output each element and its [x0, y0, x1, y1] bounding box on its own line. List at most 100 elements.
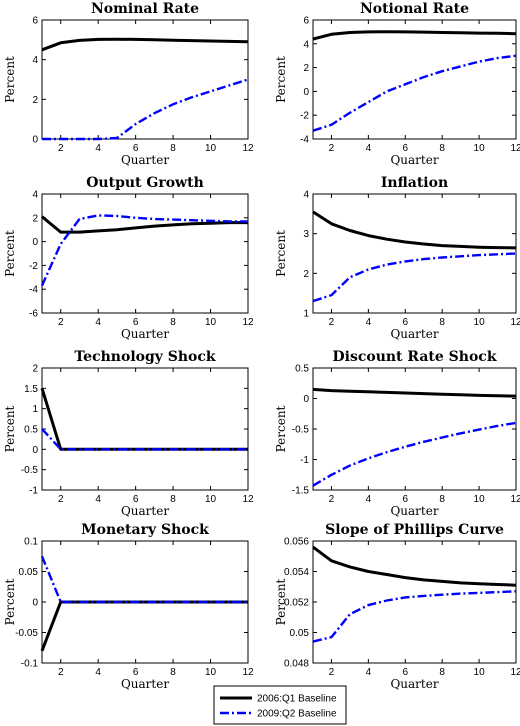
x-tick-label: 4: [366, 494, 372, 505]
x-tick-label: 2: [329, 494, 335, 505]
x-tick-label: 8: [439, 494, 445, 505]
x-tick-label: 2: [329, 667, 335, 678]
x-tick-label: 8: [439, 317, 445, 328]
y-tick-label: -0.5: [21, 465, 39, 476]
y-axis-label: Percent: [3, 56, 17, 103]
series-line-2006q1: [312, 545, 517, 587]
panel-7: Monetary Shock 2 4 6 8 10 12 -0.1 -0.05 0 0.05 0.1 Q…: [3, 522, 254, 691]
y-tick-label: 4: [303, 190, 309, 201]
legend-label: 2009:Q2 Baseline: [257, 709, 337, 720]
series-line-2006q1: [40, 600, 248, 652]
panel-title: Discount Rate Shock: [332, 349, 496, 365]
legend: 2006:Q1 Baseline 2009:Q2 Baseline: [213, 685, 347, 725]
y-tick-label: -4: [29, 285, 38, 296]
y-tick-label: 0.056: [284, 537, 309, 548]
y-tick-label: 6: [32, 16, 38, 27]
y-tick-label: 0.5: [24, 425, 38, 436]
legend-label: 2006:Q1 Baseline: [257, 694, 337, 705]
x-tick-label: 12: [510, 143, 520, 154]
panel-6: Discount Rate Shock 2 4 6 8 10 12 -1.5 -1 -0.5 0 0.…: [274, 349, 520, 518]
y-tick-label: 0: [32, 445, 38, 456]
y-tick-label: -0.1: [21, 659, 39, 670]
x-tick-label: 10: [474, 143, 486, 154]
x-tick-label: 4: [366, 667, 372, 678]
x-axis-label: Quarter: [121, 677, 169, 691]
y-tick-label: 0: [32, 135, 38, 146]
y-axis-label: Percent: [3, 230, 17, 277]
panel-title: Output Growth: [86, 175, 204, 191]
y-axis-label: Percent: [3, 405, 17, 452]
y-tick-label: -0.05: [15, 628, 38, 639]
x-tick-label: 8: [170, 667, 176, 678]
x-tick-label: 4: [95, 317, 101, 328]
x-tick-label: 2: [58, 494, 64, 505]
y-tick-label: 2: [303, 63, 309, 74]
x-tick-label: 10: [474, 494, 486, 505]
series-line-2009q2: [42, 78, 249, 141]
x-tick-label: 10: [205, 143, 217, 154]
x-tick-label: 12: [242, 667, 254, 678]
x-axis-label: Quarter: [121, 153, 169, 167]
x-tick-label: 4: [366, 143, 372, 154]
x-axis-label: Quarter: [390, 504, 438, 518]
y-tick-label: 1: [32, 404, 38, 415]
x-tick-label: 6: [133, 494, 139, 505]
x-tick-label: 8: [170, 143, 176, 154]
series-line-2006q1: [312, 30, 517, 41]
x-tick-label: 2: [329, 317, 335, 328]
panel-5: Technology Shock 2 4 6 8 10 12 -1 -0.5 0 0.5 1 1.5 2 Q…: [3, 349, 254, 518]
y-tick-label: 0.052: [284, 598, 309, 609]
y-tick-label: -2: [29, 261, 38, 272]
x-tick-label: 4: [95, 494, 101, 505]
x-axis-label: Quarter: [390, 153, 438, 167]
y-axis-label: Percent: [274, 405, 288, 452]
x-tick-label: 4: [95, 667, 101, 678]
panel-title: Nominal Rate: [91, 1, 199, 17]
y-tick-label: -1: [300, 455, 309, 466]
y-tick-label: 0.1: [24, 537, 38, 548]
plot-frame: [41, 193, 249, 314]
y-tick-label: 4: [303, 39, 309, 50]
x-tick-label: 10: [205, 494, 217, 505]
x-tick-label: 4: [95, 143, 101, 154]
plot-frame: [312, 19, 517, 140]
y-tick-label: 0.05: [290, 628, 310, 639]
x-tick-label: 12: [242, 317, 254, 328]
x-tick-label: 8: [439, 143, 445, 154]
y-tick-label: -4: [300, 135, 309, 146]
y-tick-label: 2: [32, 95, 38, 106]
y-tick-label: 3: [303, 229, 309, 240]
x-tick-label: 2: [58, 317, 64, 328]
y-tick-label: -6: [29, 309, 38, 320]
x-tick-label: 10: [474, 667, 486, 678]
y-tick-label: -2: [300, 111, 309, 122]
x-tick-label: 12: [510, 667, 520, 678]
x-tick-label: 6: [402, 667, 408, 678]
y-tick-label: 2: [32, 213, 38, 224]
panel-title: Inflation: [381, 175, 448, 191]
x-tick-label: 6: [402, 143, 408, 154]
panel-title: Monetary Shock: [81, 522, 209, 538]
y-axis-label: Percent: [274, 56, 288, 103]
panel-title: Slope of Phillips Curve: [325, 522, 504, 538]
y-tick-label: 0: [303, 394, 309, 405]
y-tick-label: 0: [32, 237, 38, 248]
plot-frame: [41, 367, 249, 491]
y-tick-label: 6: [303, 16, 309, 27]
series-line-2009q2: [41, 428, 248, 451]
plot-frame: [41, 19, 249, 140]
series-line-2009q2: [40, 555, 248, 604]
x-axis-label: Quarter: [390, 677, 438, 691]
y-axis-label: Percent: [274, 578, 288, 625]
x-tick-label: 12: [242, 143, 254, 154]
y-tick-label: 0.5: [295, 364, 309, 375]
x-axis-label: Quarter: [121, 504, 169, 518]
x-tick-label: 2: [58, 143, 64, 154]
y-tick-label: 0.054: [284, 567, 309, 578]
series-line-2006q1: [41, 215, 248, 234]
series-line-2009q2: [312, 421, 517, 487]
x-tick-label: 2: [329, 143, 335, 154]
